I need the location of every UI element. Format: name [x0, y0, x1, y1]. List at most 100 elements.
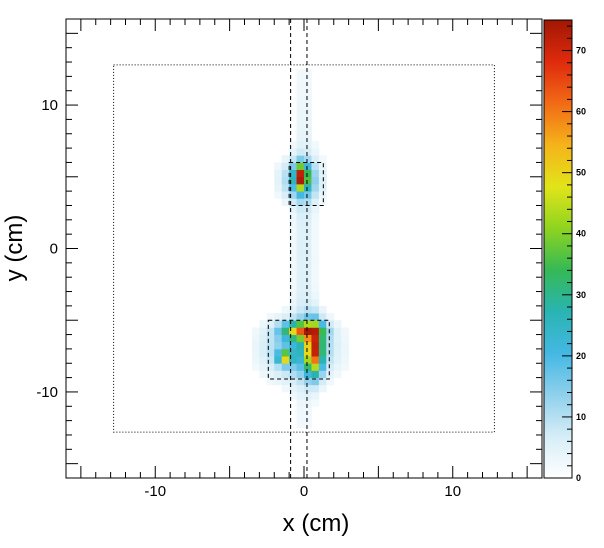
heatmap-cell: [296, 363, 305, 371]
heatmap-cell: [289, 305, 297, 314]
heatmap-cell: [311, 205, 320, 214]
heatmap-cell: [304, 212, 312, 221]
heatmap-cell: [289, 327, 297, 335]
heatmap-cell: [274, 341, 283, 350]
heatmap-cell: [326, 341, 335, 350]
heatmap-cell: [281, 162, 290, 171]
heatmap-cell: [311, 399, 320, 407]
heatmap-cell: [274, 169, 283, 178]
heatmap-cell: [326, 348, 335, 357]
heatmap-cell: [251, 327, 260, 335]
heatmap-cell: [304, 277, 312, 285]
heatmap-cell: [274, 356, 283, 364]
y-tick-label: -10: [36, 384, 58, 401]
heatmap-cell: [304, 105, 312, 113]
heatmap-cell: [311, 241, 320, 249]
x-tick-label: 0: [300, 483, 308, 500]
heatmap-cell: [266, 348, 275, 357]
heatmap-cell: [289, 262, 297, 271]
colorbar-tick-label: 60: [576, 107, 586, 117]
heatmap-cell: [296, 176, 305, 185]
heatmap-cell: [296, 399, 305, 407]
heatmap-cell: [333, 356, 342, 364]
heatmap-cell: [296, 334, 305, 343]
heatmap-cell: [326, 313, 335, 321]
heatmap-cell: [259, 348, 268, 357]
dashed-box: [288, 161, 324, 206]
heatmap-cell: [274, 176, 283, 185]
y-axis-title: y (cm): [1, 215, 28, 282]
y-tick-label: 0: [50, 241, 58, 258]
heatmap-cell: [296, 298, 305, 307]
heatmap-cell: [274, 191, 283, 199]
heatmap-cell: [304, 97, 312, 106]
heatmap-cell: [304, 313, 312, 321]
heatmap-cell: [304, 226, 312, 235]
heatmap-cell: [304, 83, 312, 92]
heatmap-cell: [259, 363, 268, 371]
heatmap-cell: [289, 313, 297, 321]
heatmap-cell: [341, 348, 350, 357]
heatmap-cell: [318, 169, 327, 178]
heatmap-cell: [341, 327, 350, 335]
heatmap-cell: [311, 348, 320, 357]
heatmap-cell: [289, 148, 297, 156]
heatmap-cell: [289, 320, 297, 328]
y-tick-label: 10: [41, 97, 58, 114]
heatmap-cell: [266, 334, 275, 343]
heatmap-cell: [274, 370, 283, 378]
heatmap-cell: [304, 90, 312, 99]
colorbar: [543, 19, 573, 479]
heatmap-cell: [296, 219, 305, 228]
heatmap-cell: [281, 155, 290, 163]
heatmap-cell: [304, 69, 312, 77]
heatmap-cell: [318, 183, 327, 192]
heatmap-cell: [318, 377, 327, 386]
heatmap-cell: [281, 169, 290, 178]
heatmap-cell: [311, 377, 320, 386]
heatmap-cell: [289, 334, 297, 343]
heatmap-cell: [304, 234, 312, 242]
heatmap-cell: [304, 148, 312, 156]
heatmap-cell: [259, 341, 268, 350]
heatmap-cell: [326, 320, 335, 328]
dashed-box: [267, 319, 330, 380]
heatmap-cell: [326, 327, 335, 335]
heatmap-cell: [289, 291, 297, 300]
x-tick-label: 10: [444, 483, 461, 500]
heatmap-cell: [304, 169, 312, 178]
heatmap-cell: [318, 305, 327, 314]
heatmap-cell: [311, 198, 320, 206]
heatmap-cell: [311, 391, 320, 400]
heatmap-cell: [296, 377, 305, 386]
heatmap-cell: [311, 298, 320, 307]
heatmap-cell: [304, 133, 312, 142]
heatmap-cell: [289, 284, 297, 292]
heatmap-cell: [296, 420, 305, 429]
heatmap-cell: [304, 191, 312, 199]
heatmap-cell: [296, 69, 305, 77]
heatmap-cell: [333, 363, 342, 371]
heatmap-cell: [266, 320, 275, 328]
heatmap-cell: [259, 320, 268, 328]
heatmap-cell: [274, 183, 283, 192]
heatmap-cell: [251, 356, 260, 364]
heatmap-cell: [304, 363, 312, 371]
heatmap-cell: [289, 140, 297, 149]
heatmap-cell: [281, 305, 290, 314]
heatmap-cell: [259, 356, 268, 364]
heatmap-cell: [304, 241, 312, 249]
axis-ticks: [66, 19, 542, 478]
heatmap-cell: [296, 191, 305, 199]
heatmap-cell: [296, 183, 305, 192]
heatmap-cell: [326, 363, 335, 371]
heatmap-cell: [318, 384, 327, 393]
heatmap-cell: [296, 320, 305, 328]
heatmap-cell: [296, 148, 305, 156]
colorbar-tick-label: 40: [576, 229, 586, 239]
x-axis-title: x (cm): [283, 510, 350, 537]
heatmap-cell: [296, 241, 305, 249]
heatmap-cell: [289, 212, 297, 221]
heatmap-cell: [296, 391, 305, 400]
heatmap-cell: [318, 191, 327, 199]
